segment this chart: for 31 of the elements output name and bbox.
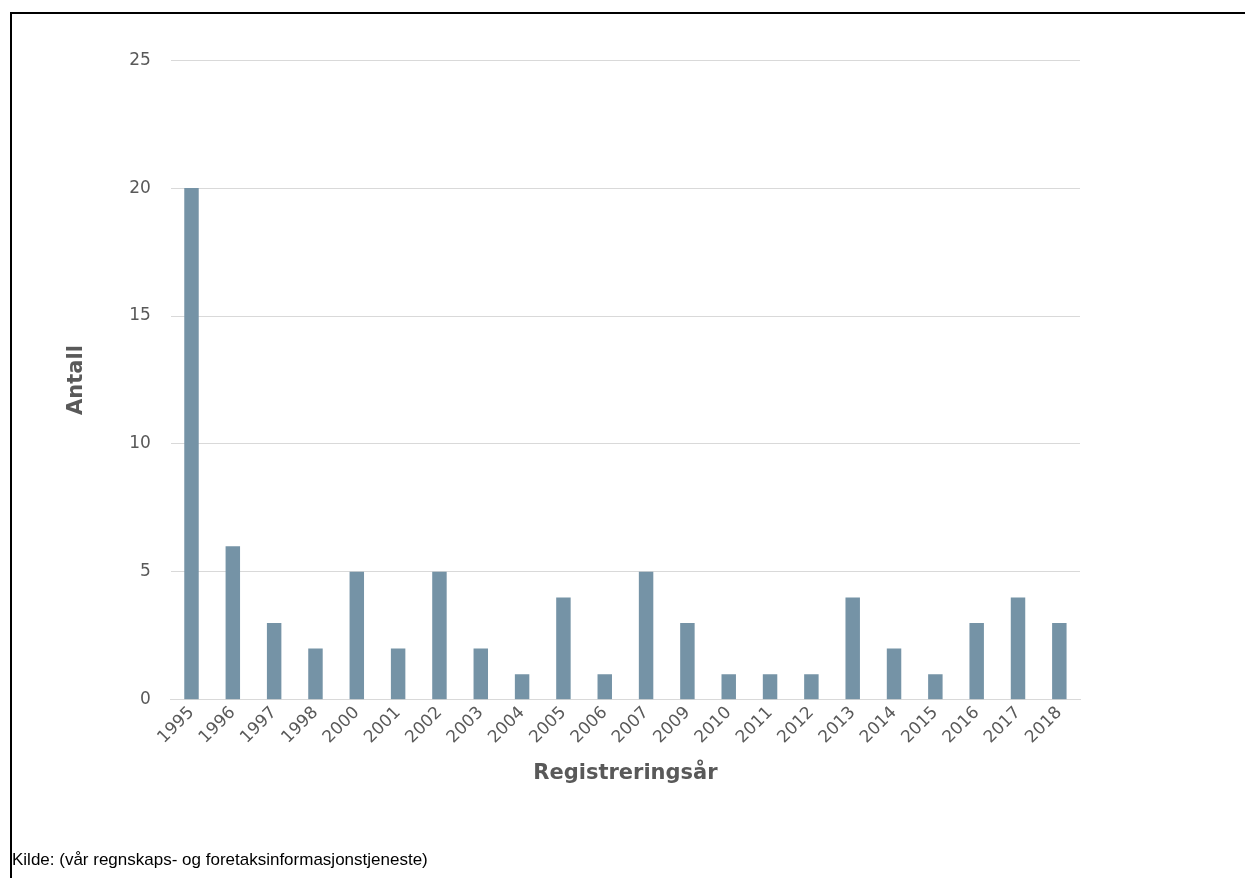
bar [1052, 623, 1067, 700]
x-axis-title: Registreringsår [533, 758, 719, 784]
bar [184, 188, 199, 700]
y-tick-label: 5 [140, 560, 151, 581]
y-tick-label: 20 [129, 176, 151, 197]
bar [845, 597, 860, 700]
y-tick-label: 25 [129, 48, 151, 69]
bar [762, 674, 778, 700]
bar [886, 648, 902, 700]
bar [390, 648, 406, 700]
bar [225, 546, 241, 700]
y-axis-title: Antall [63, 345, 88, 415]
y-tick-label: 0 [140, 688, 151, 709]
bar [969, 623, 984, 700]
y-tick-label: 10 [129, 432, 151, 453]
text: Kilde: (vår regnskaps- og foretaksinformasjonstjeneste) [12, 850, 428, 870]
bar [473, 648, 489, 700]
bar [638, 571, 654, 700]
bar [721, 674, 736, 700]
bar [1010, 597, 1026, 700]
bar [597, 674, 612, 700]
y-tick-label: 15 [129, 304, 151, 325]
bar [308, 648, 323, 700]
bar [514, 674, 530, 700]
bar [804, 674, 819, 700]
bar [928, 674, 943, 700]
bar [556, 597, 571, 700]
bar [266, 623, 282, 700]
bar [432, 571, 447, 700]
bar [349, 571, 365, 700]
bar [680, 623, 695, 700]
